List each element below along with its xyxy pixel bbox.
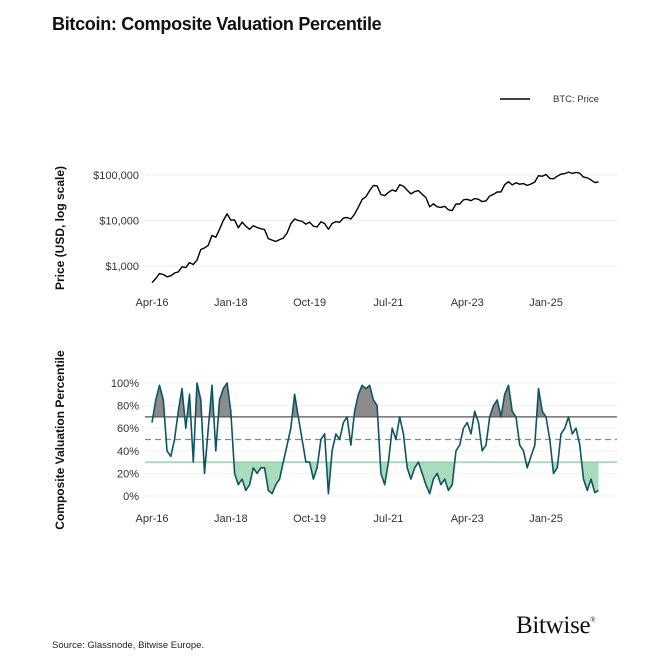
y-tick-label: 20% [117,468,139,480]
percentile-line [151,382,599,495]
y-axis-label: Composite Valuation Percentile [53,350,67,530]
y-tick-label: $100,000 [93,170,139,182]
x-tick-label: Apr-23 [451,513,484,525]
legend-label: BTC: Price [553,94,599,105]
y-tick-label: 40% [117,446,139,458]
x-tick-label: Jan-25 [529,297,563,309]
undervalued-shading [203,462,599,494]
bitwise-logo: Bitwise® [516,612,596,639]
y-tick-label: 0% [123,491,139,503]
x-tick-label: Jul-21 [373,297,403,309]
overvalued-shading [152,383,546,417]
y-tick-label: 60% [117,423,139,435]
x-tick-label: Apr-16 [135,513,168,525]
y-tick-label: 80% [117,401,139,413]
y-tick-label: $10,000 [99,216,139,228]
y-tick-label: $1,000 [105,261,139,273]
x-tick-label: Jan-18 [214,513,248,525]
x-tick-label: Jan-18 [214,297,248,309]
btc-price-line [151,171,599,284]
x-tick-label: Oct-19 [293,297,326,309]
x-tick-label: Apr-23 [451,297,484,309]
x-tick-label: Apr-16 [135,297,168,309]
percentile-chart: 100% 80% 60% 40% 20% 0% Apr-16 Jan-18 Oct-19 Jul-… [53,350,617,530]
y-tick-label: 100% [111,378,139,390]
price-chart: $100,000 $10,000 $1,000 Apr-16 Jan-18 Oct-19 J… [53,94,617,309]
source-note: Source: Glassnode, Bitwise Europe. [52,640,205,651]
y-axis-label: Price (USD, log scale) [53,166,67,290]
x-tick-label: Jan-25 [529,513,563,525]
chart-title: Bitcoin: Composite Valuation Percentile [52,14,382,34]
x-tick-label: Oct-19 [293,513,326,525]
x-tick-label: Jul-21 [373,513,403,525]
